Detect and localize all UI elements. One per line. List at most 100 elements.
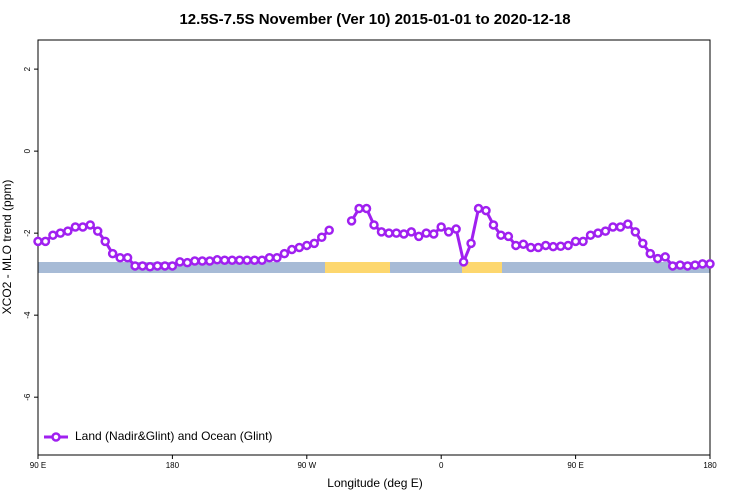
point (526, 242, 536, 253)
point (466, 238, 476, 249)
point (503, 231, 514, 242)
y-axis-label: XCO2 - MLO trend (ppm) (0, 180, 14, 315)
point (630, 227, 641, 237)
point (660, 252, 670, 262)
point (682, 261, 693, 271)
point (652, 253, 663, 264)
point (361, 203, 372, 214)
point (309, 238, 320, 249)
series-line (38, 206, 710, 269)
point (473, 203, 484, 214)
point (443, 227, 454, 237)
point (585, 230, 596, 240)
y-tick-label: 0 (23, 148, 32, 153)
point (593, 228, 603, 238)
point (122, 253, 133, 263)
point (182, 257, 193, 268)
point (705, 259, 715, 269)
point (63, 226, 73, 236)
y-tick-label: -4 (23, 311, 32, 319)
point (107, 248, 118, 259)
point (316, 232, 327, 242)
point (481, 205, 491, 216)
point (100, 236, 110, 247)
point (414, 231, 424, 242)
point (78, 222, 88, 232)
point (130, 261, 140, 271)
point (287, 244, 297, 255)
point (242, 255, 252, 265)
point (518, 239, 529, 249)
point (302, 240, 312, 251)
point (436, 222, 446, 232)
point (697, 259, 708, 269)
point (623, 219, 633, 229)
point (511, 240, 521, 251)
point (324, 225, 334, 236)
point (496, 230, 506, 240)
point (160, 261, 170, 271)
point (391, 228, 402, 238)
point (197, 256, 208, 266)
point (451, 224, 461, 234)
point (33, 236, 43, 247)
point (249, 255, 260, 265)
point (533, 242, 544, 253)
point (675, 260, 685, 270)
point (204, 256, 215, 266)
point (384, 228, 394, 238)
point (540, 240, 551, 251)
point (40, 236, 51, 247)
point (555, 241, 566, 252)
point (563, 240, 573, 251)
point (645, 248, 656, 259)
point (212, 255, 222, 265)
point (458, 257, 469, 267)
point (234, 255, 245, 265)
x-tick-label: 90 W (297, 461, 316, 470)
point (85, 220, 96, 230)
x-tick-label: 180 (166, 461, 180, 470)
point (488, 220, 499, 230)
point (145, 262, 155, 272)
point (608, 222, 618, 232)
point (92, 226, 103, 236)
point (369, 220, 379, 230)
y-tick-label: -6 (23, 393, 32, 401)
point (115, 253, 125, 263)
point (406, 227, 417, 237)
x-tick-label: 180 (703, 461, 717, 470)
point (638, 238, 648, 249)
point (48, 230, 58, 240)
point (548, 241, 558, 252)
legend-label: Land (Nadir&Glint) and Ocean (Glint) (75, 429, 272, 443)
point (615, 222, 626, 232)
point (294, 242, 305, 253)
x-tick-label: 90 E (30, 461, 46, 470)
point (690, 260, 700, 270)
point (600, 226, 611, 236)
point (55, 228, 66, 238)
land-band (325, 262, 390, 273)
point (227, 255, 237, 265)
surface-band (38, 262, 710, 273)
point (152, 261, 163, 271)
point (578, 236, 588, 247)
point (264, 253, 275, 263)
land-band (462, 262, 502, 273)
point (354, 203, 364, 214)
chart-title: 12.5S-7.5S November (Ver 10) 2015-01-01 … (179, 11, 570, 28)
y-tick-label: -2 (23, 229, 32, 237)
legend-swatch (51, 432, 61, 442)
plot-frame (37, 39, 711, 456)
point (175, 257, 185, 267)
point (570, 236, 581, 247)
point (399, 229, 409, 239)
point (376, 227, 387, 237)
point (70, 222, 81, 232)
point (279, 248, 290, 259)
point (219, 255, 230, 265)
point (428, 229, 439, 239)
